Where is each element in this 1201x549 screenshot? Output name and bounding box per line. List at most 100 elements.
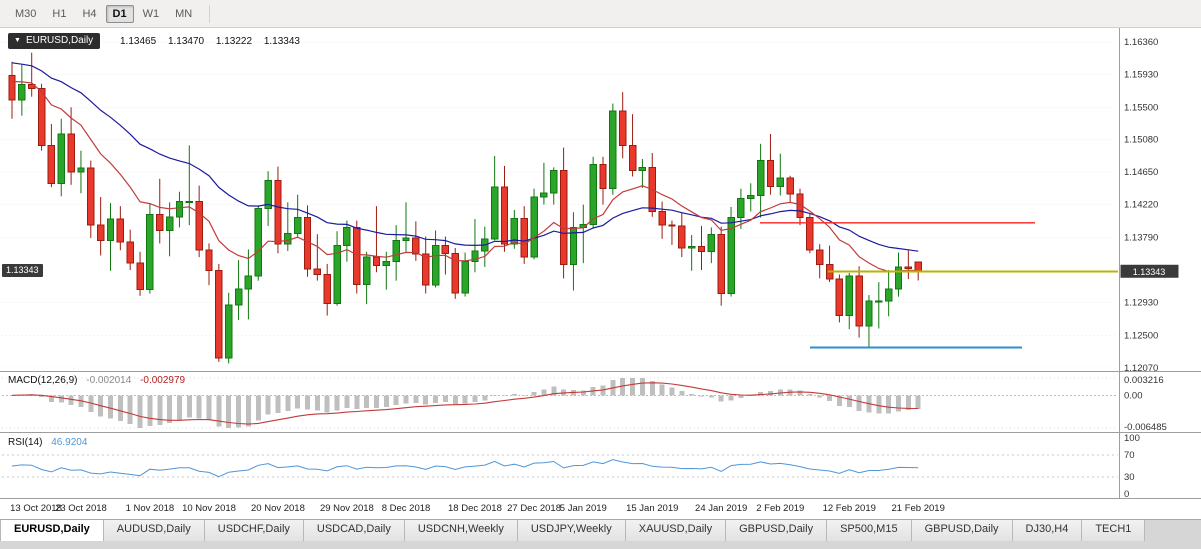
candle xyxy=(894,252,903,297)
date-tick-label[interactable]: 20 Nov 2018 xyxy=(251,503,305,514)
rsi-axis-label: 0 xyxy=(1124,489,1129,500)
candle xyxy=(353,220,361,294)
candle xyxy=(87,160,95,239)
macd-histogram-bar xyxy=(334,395,340,411)
date-tick-label[interactable]: 12 Feb 2019 xyxy=(823,503,876,514)
timeframe-button-m30[interactable]: M30 xyxy=(15,7,37,20)
candle xyxy=(313,234,322,281)
candle xyxy=(18,64,26,116)
chart-tab[interactable]: GBPUSD,Daily xyxy=(726,520,828,541)
date-tick-label[interactable]: 18 Dec 2018 xyxy=(448,503,502,514)
macd-histogram-bar xyxy=(738,395,744,398)
macd-histogram-bar xyxy=(285,395,291,412)
candle xyxy=(678,212,686,258)
macd-histogram-bar xyxy=(502,395,507,397)
symbol-info-box[interactable]: ▼ EURUSD,Daily xyxy=(8,33,101,49)
candle xyxy=(96,197,105,256)
candle xyxy=(835,274,844,323)
date-tick-label[interactable]: 29 Nov 2018 xyxy=(320,503,374,514)
macd-histogram-bar xyxy=(777,389,783,396)
rsi-name: RSI(14) xyxy=(8,437,43,448)
chart-tab[interactable]: GBPUSD,Daily xyxy=(911,520,1013,541)
candle xyxy=(106,203,115,271)
chart-tab[interactable]: XAUUSD,Daily xyxy=(625,520,727,541)
date-tick-label[interactable]: 21 Feb 2019 xyxy=(892,503,945,514)
macd-signal-value: -0.002979 xyxy=(140,375,186,386)
macd-histogram-bar xyxy=(531,392,537,396)
candle xyxy=(116,206,125,251)
chart-tab[interactable]: USDCNH,Weekly xyxy=(404,520,518,541)
timeframe-button-mn[interactable]: MN xyxy=(175,7,193,20)
macd-histogram-bar xyxy=(728,395,734,401)
macd-histogram-bar xyxy=(255,395,261,421)
chart-tab[interactable]: USDCHF,Daily xyxy=(204,520,304,541)
candle xyxy=(343,220,351,262)
macd-histogram-bar xyxy=(462,395,468,404)
candle xyxy=(244,249,253,320)
chart-tab[interactable]: SP500,M15 xyxy=(827,520,912,541)
macd-histogram-bar xyxy=(836,395,842,406)
timeframe-button-h1[interactable]: H1 xyxy=(52,7,67,20)
macd-histogram-bar xyxy=(876,395,882,414)
date-tick-label[interactable]: 23 Oct 2018 xyxy=(55,503,107,514)
macd-histogram-bar xyxy=(176,395,182,421)
macd-histogram-bar xyxy=(442,395,448,403)
date-tick-label[interactable]: 13 Oct 2018 xyxy=(10,503,62,514)
price-tick-label: 1.13790 xyxy=(1124,232,1158,243)
macd-histogram-bar xyxy=(147,395,153,426)
chart-canvas[interactable]: 1.16360 1.15930 1.15500 1.15080 1.14650 1.142… xyxy=(0,28,1201,519)
date-tick-label[interactable]: 10 Nov 2018 xyxy=(182,503,236,514)
macd-histogram-bar xyxy=(708,395,714,398)
date-tick-label[interactable]: 1 Nov 2018 xyxy=(126,503,175,514)
date-tick-label[interactable]: 27 Dec 2018 xyxy=(507,503,561,514)
macd-histogram-bar xyxy=(433,395,439,403)
ma-slow xyxy=(11,62,919,252)
timeframe-button-h4[interactable]: H4 xyxy=(82,7,97,20)
candle xyxy=(175,191,184,228)
macd-histogram-bar xyxy=(305,395,310,410)
macd-histogram-bar xyxy=(245,395,251,427)
macd-histogram-bar xyxy=(344,395,350,408)
macd-histogram-bar xyxy=(639,378,645,396)
macd-histogram-bar xyxy=(886,395,892,414)
chart-tab[interactable]: AUDUSD,Daily xyxy=(103,520,205,541)
candles-layer xyxy=(8,52,922,364)
candle xyxy=(756,143,765,218)
timeframe-button-w1[interactable]: W1 xyxy=(142,7,160,20)
date-tick-label[interactable]: 2 Feb 2019 xyxy=(756,503,804,514)
candle xyxy=(717,226,725,306)
date-tick-label[interactable]: 5 Jan 2019 xyxy=(560,503,607,514)
chart-tab[interactable]: USDJPY,Weekly xyxy=(517,520,626,541)
chart-tab[interactable]: DJ30,H4 xyxy=(1012,520,1083,541)
chart-tab[interactable]: EURUSD,Daily xyxy=(0,520,104,541)
candle xyxy=(638,159,647,188)
macd-histogram-bar xyxy=(541,389,547,396)
candle xyxy=(156,178,164,244)
date-tick-label[interactable]: 24 Jan 2019 xyxy=(695,503,747,514)
date-tick-label[interactable]: 8 Dec 2018 xyxy=(382,503,431,514)
macd-histogram-bar xyxy=(157,395,163,425)
price-tick-label: 1.15500 xyxy=(1124,102,1158,113)
candle xyxy=(609,103,617,195)
date-tick-label[interactable]: 15 Jan 2019 xyxy=(626,503,678,514)
candle xyxy=(67,107,75,185)
timeframe-button-d1[interactable]: D1 xyxy=(105,4,134,23)
chart-tab[interactable]: TECH1 xyxy=(1082,520,1146,541)
macd-histogram-bar xyxy=(511,393,517,396)
chart-tab[interactable]: USDCAD,Daily xyxy=(303,520,405,541)
macd-histogram-bar xyxy=(275,395,281,413)
objects-layer xyxy=(760,222,1118,349)
macd-main-value: -0.002014 xyxy=(86,375,132,386)
rsi-line xyxy=(11,459,919,478)
toolbar-separator xyxy=(209,4,211,23)
current-price-badge: 1.13343 xyxy=(2,264,43,278)
macd-histogram-bar xyxy=(383,395,389,408)
candle xyxy=(126,229,134,270)
macd-histogram-bar xyxy=(659,384,665,396)
candle xyxy=(195,185,203,258)
chart-tabs-bar: EURUSD,Daily AUDUSD,Daily USDCHF,Daily USDC… xyxy=(0,519,1201,549)
price-tick-label: 1.16360 xyxy=(1124,37,1158,48)
tabs-row: EURUSD,Daily AUDUSD,Daily USDCHF,Daily USDC… xyxy=(0,520,1201,541)
candle xyxy=(293,194,302,239)
